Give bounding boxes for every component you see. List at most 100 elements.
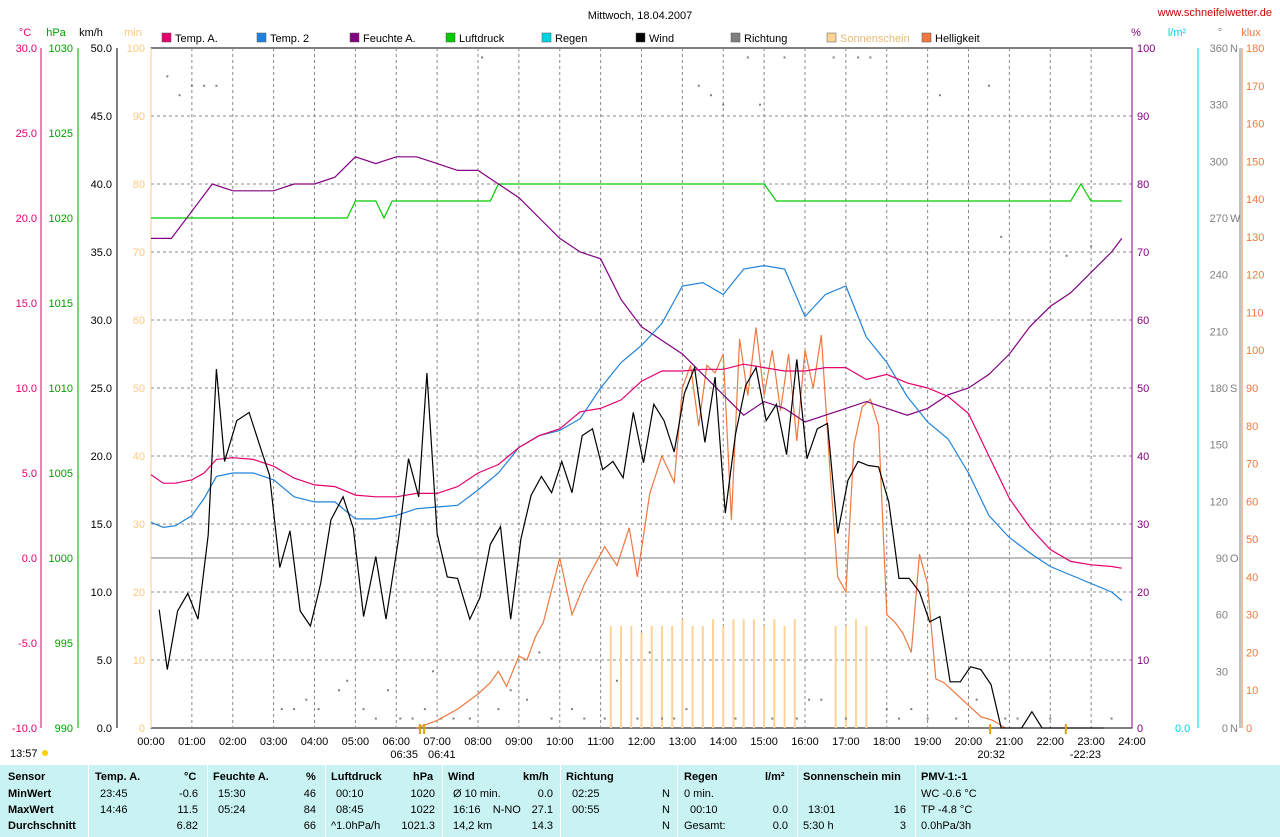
tick-temp: 10.0 xyxy=(16,383,37,395)
stats-direction-min: N xyxy=(662,788,670,800)
stats-direction-max-time: 00:55 xyxy=(572,804,600,816)
tick-wind: 50.0 xyxy=(91,43,112,55)
tick-humidity: 50 xyxy=(1137,383,1149,395)
direction-point xyxy=(452,717,455,720)
stats-humidity-max-time: 05:24 xyxy=(218,804,246,816)
tick-x: 20:00 xyxy=(955,736,983,748)
stats-direction-max: N xyxy=(662,804,670,816)
tick-direction: 30 xyxy=(1216,666,1228,678)
tick-direction-label: N xyxy=(1230,723,1238,735)
tick-x: 01:00 xyxy=(178,736,206,748)
tick-light: 180 xyxy=(1246,43,1264,55)
legend-swatch xyxy=(921,32,932,43)
unit-pressure: hPa xyxy=(46,27,66,39)
tick-sun: 50 xyxy=(133,383,145,395)
direction-point xyxy=(346,679,349,682)
direction-point xyxy=(362,708,365,711)
stats-pressure-min: 1020 xyxy=(410,788,435,800)
current-time: 13:57 xyxy=(10,748,38,760)
stats-sun-avg: 3 xyxy=(899,820,906,832)
legend-label: Temp. 2 xyxy=(270,33,309,45)
tick-light: 90 xyxy=(1246,383,1258,395)
tick-light: 60 xyxy=(1246,496,1258,508)
direction-point xyxy=(987,84,990,87)
stats-temp-header: Temp. A. xyxy=(95,771,141,783)
stats-wind-avg: 14.3 xyxy=(531,820,553,832)
tick-x: 08:00 xyxy=(464,736,492,748)
tick-pressure: 1015 xyxy=(49,298,73,310)
tick-humidity: 100 xyxy=(1137,43,1155,55)
legend-label: Luftdruck xyxy=(459,33,505,45)
stats-sun-header: Sonnenschein min xyxy=(803,771,901,783)
stats-direction-header: Richtung xyxy=(566,771,614,783)
tick-x: 23:00 xyxy=(1077,736,1105,748)
direction-point xyxy=(571,708,574,711)
direction-point xyxy=(1090,245,1093,248)
tick-light: 130 xyxy=(1246,232,1264,244)
direction-point xyxy=(746,56,749,59)
tick-direction-label: W xyxy=(1230,213,1241,225)
tick-direction: 0 xyxy=(1222,723,1228,735)
chart-title: Mittwoch, 18.04.2007 xyxy=(588,10,693,22)
direction-point xyxy=(526,698,529,701)
unit-temp: °C xyxy=(19,27,31,39)
direction-point xyxy=(673,717,676,720)
legend-swatch xyxy=(730,32,741,43)
stats-wind-header: Wind xyxy=(448,771,475,783)
stats-wind-min: 0.0 xyxy=(537,788,553,800)
direction-point xyxy=(615,679,618,682)
stats-wind-max-time: 16:16 N-NO xyxy=(453,804,521,816)
legend-label: Wind xyxy=(649,33,674,45)
direction-point xyxy=(759,103,762,106)
tick-pressure: 1020 xyxy=(49,213,73,225)
stats-rain-duration: 0 min. xyxy=(684,788,714,800)
tick-x: 02:00 xyxy=(219,736,247,748)
unit-rain: l/m² xyxy=(1168,27,1187,39)
tick-humidity: 30 xyxy=(1137,519,1149,531)
tick-light: 120 xyxy=(1246,270,1264,282)
weather-chart: Mittwoch, 18.04.2007 www.schneifelwetter.… xyxy=(10,7,1272,761)
tick-direction-label: O xyxy=(1230,553,1239,565)
legend-swatch xyxy=(349,32,360,43)
tick-sun: 60 xyxy=(133,315,145,327)
series-line-temp-2 xyxy=(150,264,1123,601)
stats-sun-total: 5:30 h xyxy=(803,820,834,832)
stats-humidity-unit: % xyxy=(306,771,316,783)
legend-swatch xyxy=(635,32,646,43)
tick-light: 70 xyxy=(1246,459,1258,471)
series-line-helligkeit xyxy=(416,327,1006,729)
tick-temp: 15.0 xyxy=(16,298,37,310)
direction-point xyxy=(885,708,888,711)
stats-humidity-max: 84 xyxy=(303,804,316,816)
direction-point xyxy=(898,717,901,720)
stats-humidity-min-time: 15:30 xyxy=(218,788,246,800)
tick-direction: 90 xyxy=(1216,553,1228,565)
direction-point xyxy=(293,708,296,711)
tick-pressure: 1005 xyxy=(49,468,73,480)
stats-rain-total-label: Gesamt: xyxy=(684,820,726,832)
stats-pmv-trend: 0.0hPa/3h xyxy=(921,820,972,832)
direction-point xyxy=(660,717,663,720)
tick-direction: 270 xyxy=(1210,213,1228,225)
tick-direction: 330 xyxy=(1210,100,1228,112)
stats-sun-max: 16 xyxy=(893,804,906,816)
direction-point xyxy=(975,698,978,701)
direction-point xyxy=(1049,717,1052,720)
tick-temp: 0.0 xyxy=(22,553,37,565)
direction-point xyxy=(411,717,414,720)
tick-wind: 30.0 xyxy=(91,315,112,327)
tick-direction: 180 xyxy=(1210,383,1228,395)
direction-point xyxy=(1000,235,1003,238)
tick-light: 10 xyxy=(1246,685,1258,697)
stats-sensor-header: Sensor xyxy=(8,771,46,783)
tick-light: 40 xyxy=(1246,572,1258,584)
direction-point xyxy=(509,689,512,692)
tick-direction: 120 xyxy=(1210,496,1228,508)
tick-wind: 5.0 xyxy=(97,655,112,667)
legend-label: Richtung xyxy=(744,33,787,45)
marker-label: 20:32 xyxy=(977,749,1005,761)
stats-wind-distance: 14,2 km xyxy=(453,820,493,832)
stats-temp-min-time: 23:45 xyxy=(100,788,128,800)
legend-label: Regen xyxy=(555,33,587,45)
tick-pressure: 1030 xyxy=(49,43,73,55)
